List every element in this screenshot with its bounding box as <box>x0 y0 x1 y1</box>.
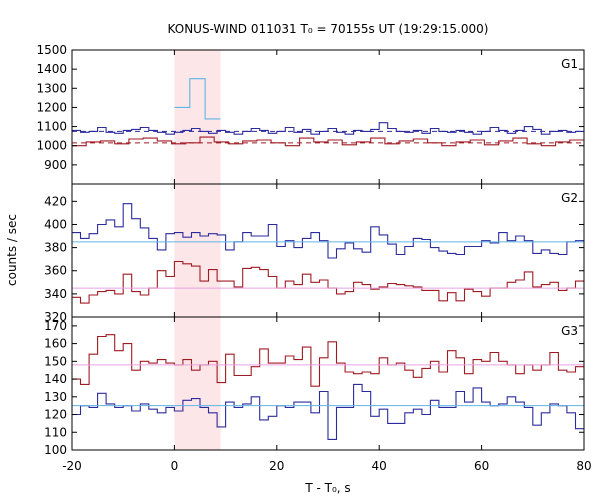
series-g2-blue <box>72 203 584 259</box>
panel-label: G3 <box>561 324 578 338</box>
y-axis-label: counts / sec <box>5 214 19 286</box>
y-tick-label: 380 <box>44 241 67 255</box>
x-tick-label: 20 <box>269 459 284 473</box>
panel-g3: 100 110 120 130 140 150 160 170 G3 <box>44 316 585 457</box>
y-tick-label: 1100 <box>36 120 67 134</box>
series-g1-light_blue <box>174 78 221 120</box>
y-tick-label: 1000 <box>36 139 67 153</box>
y-tick-label: 160 <box>44 337 67 351</box>
panel-g1: 900 1000 1100 1200 1300 1400 1500 G1 <box>36 43 585 185</box>
highlight-interval <box>174 50 221 450</box>
x-axis-label: T - T₀, s <box>304 481 350 495</box>
y-tick-label: 100 <box>44 443 67 457</box>
panel-frame <box>71 49 585 185</box>
x-tick-label: -20 <box>62 459 82 473</box>
y-tick-label: 1400 <box>36 62 67 76</box>
y-tick-label: 360 <box>44 264 67 278</box>
x-tick-label: 0 <box>171 459 179 473</box>
panel-label: G1 <box>561 57 578 71</box>
series-g3-red <box>72 334 584 387</box>
plot-area: 900100011001200130014001500G132034036038… <box>36 43 591 473</box>
y-tick-label: 400 <box>44 217 67 231</box>
panel-frame <box>71 316 585 451</box>
y-tick-label: 900 <box>44 158 67 172</box>
panel-g2: 320 340 360 380 400 420 G2 <box>44 183 585 324</box>
series-g3-blue <box>72 383 584 440</box>
y-tick-label: 1200 <box>36 100 67 114</box>
x-tick-label: 40 <box>372 459 387 473</box>
y-tick-label: 140 <box>44 372 67 386</box>
y-tick-label: 170 <box>44 319 67 333</box>
series-g1-blue <box>72 122 584 135</box>
y-tick-label: 130 <box>44 390 67 404</box>
y-tick-label: 420 <box>44 194 67 208</box>
y-tick-label: 120 <box>44 408 67 422</box>
y-tick-label: 340 <box>44 287 67 301</box>
x-tick-label: 80 <box>576 459 591 473</box>
series-g1-red <box>72 136 584 147</box>
panel-label: G2 <box>561 191 578 205</box>
chart-title: KONUS-WIND 011031 T₀ = 70155s UT (19:29:… <box>168 22 489 36</box>
y-tick-label: 110 <box>44 425 67 439</box>
y-tick-label: 1300 <box>36 81 67 95</box>
series-g2-red <box>72 260 584 304</box>
y-tick-label: 320 <box>44 310 67 324</box>
x-tick-label: 60 <box>474 459 489 473</box>
y-tick-label: 150 <box>44 354 67 368</box>
y-tick-label: 1500 <box>36 43 67 57</box>
